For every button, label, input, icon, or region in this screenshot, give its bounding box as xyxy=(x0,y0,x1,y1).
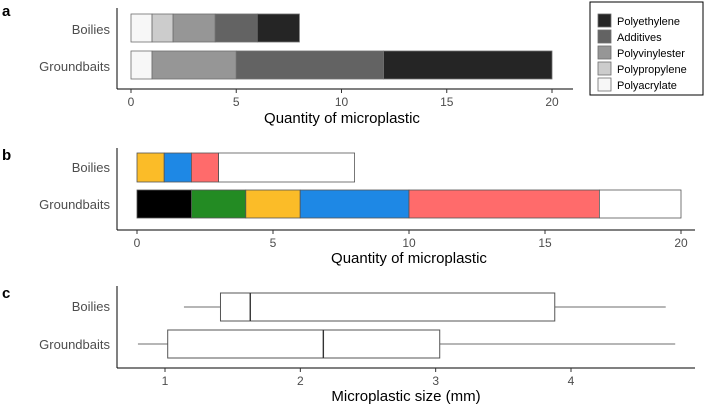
tick-label-a-5: 5 xyxy=(233,95,240,109)
bar-a-boilies-polyethylene xyxy=(256,13,300,43)
panel-b-category-groundbaits: Groundbaits xyxy=(39,197,110,212)
panel-c-boxes xyxy=(137,292,676,359)
panel-a-bars xyxy=(130,13,553,80)
panel-b-ticks: 0 5 10 15 20 xyxy=(134,230,688,250)
tick-label-a-0: 0 xyxy=(128,95,135,109)
tick-label-c-4: 4 xyxy=(568,374,575,388)
panel-a-x-axis-title: Quantity of microplastic xyxy=(264,110,420,127)
tick-label-a-10: 10 xyxy=(335,95,349,109)
legend-label-polypropylene: Polypropylene xyxy=(617,64,687,76)
panel-b-x-axis-title: Quantity of microplastic xyxy=(331,250,487,267)
tick-label-c-3: 3 xyxy=(432,374,439,388)
panel-letter-b: b xyxy=(2,147,11,164)
legend-swatch-polyethylene xyxy=(597,13,612,28)
bar-b-groundbaits-segment-4 xyxy=(299,189,410,219)
tick-label-a-20: 20 xyxy=(545,95,559,109)
legend-label-polyacrylate: Polyacrylate xyxy=(617,80,677,92)
panel-a-ticks: 0 5 10 15 20 xyxy=(128,89,559,109)
bar-b-groundbaits-segment-6 xyxy=(599,189,682,219)
bar-b-groundbaits-segment-5 xyxy=(408,189,600,219)
bar-a-groundbaits-additives xyxy=(235,50,385,80)
bar-b-boilies-segment-4 xyxy=(218,152,356,183)
tick-label-b-0: 0 xyxy=(134,236,141,250)
legend-items: Polyethylene Additives Polyvinylester Polyp… xyxy=(597,13,687,92)
panel-a-category-groundbaits: Groundbaits xyxy=(39,59,110,74)
bar-a-boilies-additives xyxy=(214,13,258,43)
panel-c-category-boilies: Boilies xyxy=(72,299,111,314)
legend-swatch-polyacrylate xyxy=(597,77,612,92)
legend-swatch-polyvinylester xyxy=(597,45,612,60)
bar-b-boilies-segment-2 xyxy=(163,152,192,183)
legend-swatch-polypropylene xyxy=(597,61,612,76)
panel-letter-a: a xyxy=(2,3,11,20)
panel-c-ticks: 1 2 3 4 xyxy=(162,368,575,388)
bar-b-groundbaits-segment-3 xyxy=(245,189,301,219)
bar-a-boilies-polypropylene xyxy=(151,13,174,43)
bar-b-groundbaits-segment-2 xyxy=(190,189,247,219)
legend: Polyethylene Additives Polyvinylester Polyp… xyxy=(589,1,704,96)
panel-b-bars xyxy=(136,152,682,219)
bar-b-boilies-segment-3 xyxy=(190,152,219,183)
bar-b-boilies-segment-1 xyxy=(136,152,165,183)
tick-label-b-10: 10 xyxy=(402,236,416,250)
box-groundbaits xyxy=(167,329,441,359)
panel-b: 0 5 10 15 20 Boilies Groundbaits Quantity of… xyxy=(39,148,695,267)
tick-label-c-1: 1 xyxy=(162,374,169,388)
bar-a-groundbaits-polyacrylate xyxy=(130,50,153,80)
bar-a-boilies-polyacrylate xyxy=(130,13,153,43)
legend-label-additives: Additives xyxy=(617,32,662,44)
tick-label-a-15: 15 xyxy=(440,95,454,109)
panel-c-x-axis-title: Microplastic size (mm) xyxy=(331,388,480,405)
legend-label-polyvinylester: Polyvinylester xyxy=(617,48,685,60)
legend-label-polyethylene: Polyethylene xyxy=(617,16,680,28)
panel-b-category-boilies: Boilies xyxy=(72,160,111,175)
bar-a-groundbaits-polyvinylester xyxy=(151,50,237,80)
panel-letter-c: c xyxy=(2,285,10,302)
tick-label-b-15: 15 xyxy=(538,236,552,250)
panel-c: 1 2 3 4 Boilies Groundbaits Microplastic si… xyxy=(39,286,695,405)
panel-a: 0 5 10 15 20 Boilies Groundbaits Quantity of… xyxy=(39,8,573,127)
bar-a-boilies-polyvinylester xyxy=(172,13,216,43)
tick-label-b-5: 5 xyxy=(270,236,277,250)
bar-a-groundbaits-polyethylene xyxy=(383,50,553,80)
panel-c-category-groundbaits: Groundbaits xyxy=(39,337,110,352)
box-boilies xyxy=(219,292,556,322)
tick-label-b-20: 20 xyxy=(674,236,688,250)
panel-a-category-boilies: Boilies xyxy=(72,22,111,37)
bar-b-groundbaits-segment-1 xyxy=(136,189,192,219)
tick-label-c-2: 2 xyxy=(297,374,304,388)
legend-swatch-additives xyxy=(597,29,612,44)
